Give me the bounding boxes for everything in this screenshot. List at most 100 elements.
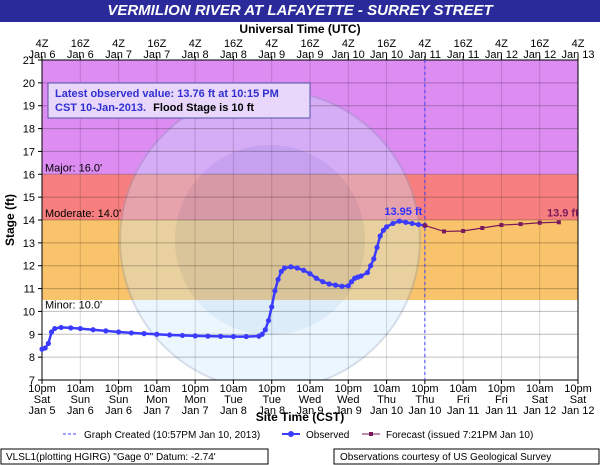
bottom-tick-date: Jan 6 bbox=[105, 405, 132, 417]
bottom-tick-time: 10pm bbox=[28, 383, 56, 395]
observed-point bbox=[90, 327, 96, 333]
bottom-tick-date: Jan 10 bbox=[370, 405, 403, 417]
observed-point bbox=[167, 332, 173, 338]
y-tick-label: 12 bbox=[23, 261, 35, 273]
forecast-point bbox=[518, 222, 523, 227]
bottom-tick-date: Jan 10 bbox=[408, 405, 441, 417]
observed-point bbox=[52, 325, 58, 332]
bottom-tick-day: Thu bbox=[415, 394, 434, 406]
bottom-tick-day: Tue bbox=[262, 394, 281, 406]
y-axis-label: Stage (ft) bbox=[3, 194, 17, 246]
bottom-tick-day: Sat bbox=[531, 394, 548, 406]
bottom-tick-day: Fri bbox=[495, 394, 508, 406]
observed-point bbox=[320, 279, 326, 285]
bottom-tick-time: 10pm bbox=[181, 383, 209, 395]
observed-point bbox=[371, 256, 377, 262]
top-tick-time: 4Z bbox=[189, 38, 202, 50]
observed-point bbox=[154, 331, 160, 337]
bottom-tick-day: Mon bbox=[146, 394, 167, 406]
top-tick-time: 4Z bbox=[495, 38, 508, 50]
bottom-tick-day: Sun bbox=[109, 394, 129, 406]
observed-point bbox=[364, 269, 371, 276]
observed-point bbox=[403, 219, 409, 225]
observed-point bbox=[348, 279, 355, 285]
forecast-point bbox=[442, 229, 446, 234]
observed-point bbox=[368, 263, 374, 269]
bottom-tick-time: 10am bbox=[143, 383, 171, 395]
observed-point bbox=[48, 329, 55, 335]
observed-point bbox=[42, 345, 48, 351]
observed-point bbox=[396, 218, 402, 224]
bottom-tick-time: 10am bbox=[67, 383, 95, 395]
top-tick-date: Jan 10 bbox=[370, 49, 403, 61]
footer-courtesy: Observations courtesy of US Geological S… bbox=[340, 452, 551, 463]
annotation-observed: 13.95 ft bbox=[384, 206, 422, 218]
forecast-point bbox=[537, 220, 542, 225]
top-tick-date: Jan 9 bbox=[258, 49, 285, 61]
top-tick-time: 4Z bbox=[572, 38, 585, 50]
observed-point bbox=[374, 244, 380, 251]
y-tick-label: 10 bbox=[23, 306, 35, 318]
observed-point bbox=[243, 333, 249, 340]
bottom-tick-time: 10am bbox=[526, 383, 554, 395]
observed-point bbox=[103, 328, 109, 334]
band-minor bbox=[42, 220, 578, 312]
y-tick-label: 8 bbox=[29, 352, 35, 364]
bottom-tick-day: Thu bbox=[377, 394, 396, 406]
y-tick-label: 18 bbox=[23, 124, 35, 136]
footer: VLSL1(plotting HGIRG) "Gage 0" Datum: -2… bbox=[0, 448, 600, 465]
top-axis-label: Universal Time (UTC) bbox=[239, 22, 360, 36]
observed-point bbox=[77, 325, 83, 332]
observed-point bbox=[265, 317, 272, 324]
chart-title: VERMILION RIVER AT LAFAYETTE - SURREY ST… bbox=[0, 0, 600, 22]
bottom-tick-time: 10pm bbox=[335, 383, 363, 395]
legend-forecast-marker bbox=[369, 432, 373, 436]
observed-point bbox=[218, 333, 224, 339]
observed-point bbox=[377, 233, 383, 239]
noaa-watermark bbox=[119, 89, 421, 380]
bottom-tick-time: 10pm bbox=[105, 383, 133, 395]
bottom-tick-date: Jan 9 bbox=[297, 405, 324, 417]
forecast-point bbox=[556, 220, 561, 225]
y-tick-label: 20 bbox=[23, 78, 35, 90]
observed-point bbox=[339, 283, 345, 289]
observed-point bbox=[205, 333, 211, 339]
top-tick-time: 16Z bbox=[454, 38, 473, 50]
top-tick-time: 16Z bbox=[71, 38, 90, 50]
observed-point bbox=[345, 283, 351, 289]
observed-point bbox=[281, 265, 288, 271]
bottom-tick-time: 10am bbox=[220, 383, 248, 395]
observed-point bbox=[313, 275, 319, 281]
forecast-point bbox=[461, 228, 466, 233]
top-tick-time: 4Z bbox=[36, 38, 49, 50]
info-date: CST 10-Jan-2013. bbox=[55, 102, 146, 114]
observed-point bbox=[141, 331, 147, 337]
observed-point bbox=[179, 332, 185, 339]
observed-point bbox=[58, 324, 64, 331]
top-tick-time: 16Z bbox=[301, 38, 320, 50]
band-moderate bbox=[42, 174, 578, 220]
bottom-tick-time: 10pm bbox=[258, 383, 286, 395]
bottom-tick-date: Jan 6 bbox=[67, 405, 94, 417]
top-tick-date: Jan 8 bbox=[220, 49, 247, 61]
bottom-tick-day: Wed bbox=[299, 394, 321, 406]
bottom-tick-day: Sun bbox=[70, 394, 90, 406]
y-tick-label: 17 bbox=[23, 146, 35, 158]
observed-point bbox=[332, 282, 339, 288]
top-tick-time: 16Z bbox=[224, 38, 243, 50]
observed-point bbox=[115, 329, 122, 335]
observed-point bbox=[409, 220, 415, 227]
observed-point bbox=[272, 288, 278, 294]
forecast-point bbox=[480, 226, 485, 230]
bottom-tick-day: Fri bbox=[457, 394, 470, 406]
top-tick-date: Jan 7 bbox=[143, 49, 170, 61]
bottom-tick-date: Jan 7 bbox=[182, 405, 209, 417]
bottom-tick-date: Jan 12 bbox=[523, 405, 556, 417]
y-tick-label: 19 bbox=[23, 101, 35, 113]
bottom-tick-time: 10pm bbox=[488, 383, 516, 395]
observed-point bbox=[288, 264, 294, 270]
y-tick-label: 16 bbox=[23, 169, 35, 181]
top-tick-time: 16Z bbox=[147, 38, 166, 50]
observed-point bbox=[192, 333, 198, 339]
